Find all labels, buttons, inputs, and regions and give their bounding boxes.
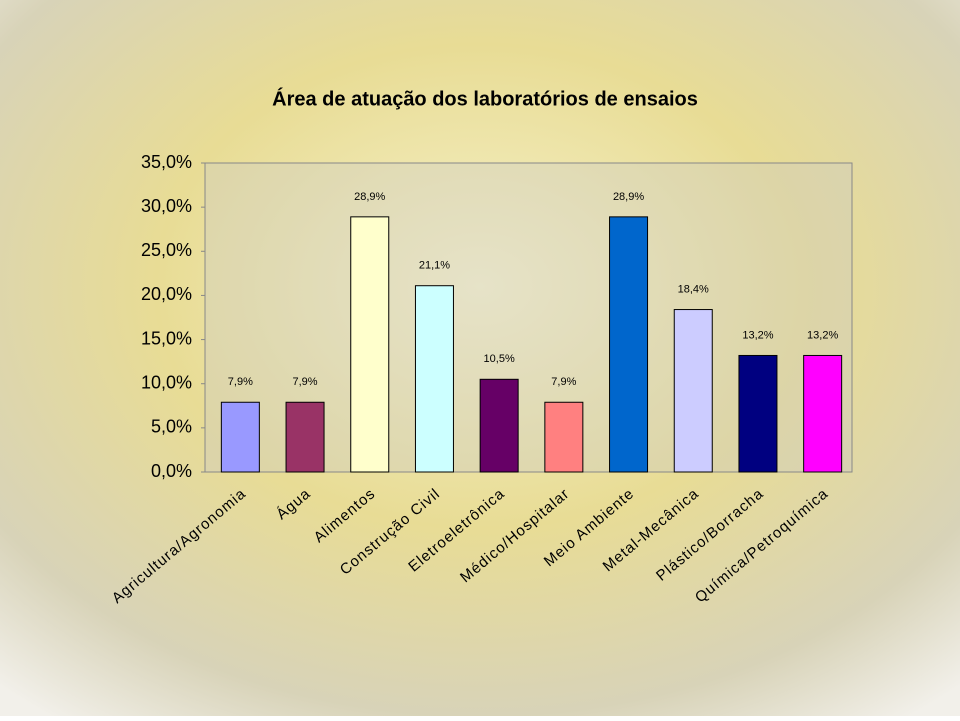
- bar: [220, 401, 260, 473]
- y-tick-label: 15,0%: [141, 328, 192, 348]
- value-label: 21,1%: [419, 260, 450, 272]
- bar: [414, 285, 454, 473]
- y-tick-label: 25,0%: [141, 240, 192, 260]
- bar: [738, 354, 778, 473]
- value-label: 18,4%: [678, 283, 709, 295]
- bar: [673, 309, 713, 473]
- value-label: 7,9%: [228, 376, 253, 388]
- value-label: 28,9%: [354, 191, 385, 203]
- y-tick-label: 0,0%: [151, 461, 192, 481]
- y-tick-label: 5,0%: [151, 417, 192, 437]
- y-tick-label: 10,0%: [141, 372, 192, 392]
- bar: [350, 216, 390, 473]
- value-label: 7,9%: [293, 376, 318, 388]
- bar: [544, 401, 584, 473]
- bar: [803, 354, 843, 473]
- value-label: 10,5%: [484, 353, 515, 365]
- value-label: 13,2%: [807, 329, 838, 341]
- bar: [479, 378, 519, 473]
- value-label: 28,9%: [613, 191, 644, 203]
- value-label: 13,2%: [742, 329, 773, 341]
- y-tick-label: 30,0%: [141, 196, 192, 216]
- y-tick-label: 35,0%: [141, 152, 192, 172]
- bar: [609, 216, 649, 473]
- chart-title: Área de atuação dos laboratórios de ensa…: [272, 87, 698, 110]
- bar: [285, 401, 325, 473]
- y-tick-label: 20,0%: [141, 284, 192, 304]
- value-label: 7,9%: [551, 376, 576, 388]
